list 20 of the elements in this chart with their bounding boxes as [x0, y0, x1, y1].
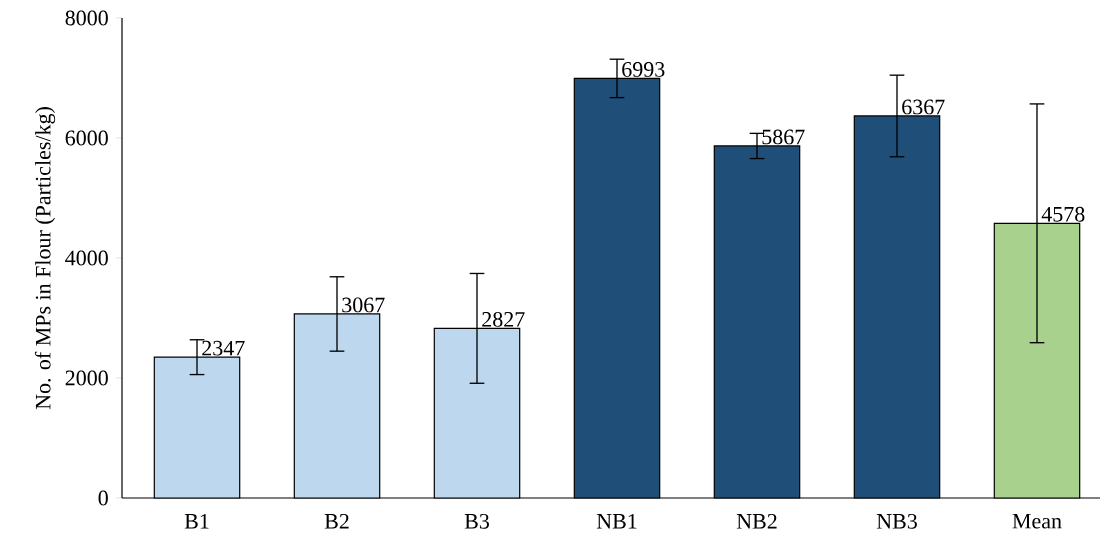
data-label: 2347 [202, 340, 245, 356]
x-tick-label: NB3 [876, 513, 917, 529]
y-tick-label: 8000 [65, 10, 108, 26]
y-tick-label: 4000 [65, 250, 108, 266]
data-label: 6993 [622, 62, 665, 77]
y-tick-label: 0 [98, 490, 108, 506]
x-tick-label: Mean [1012, 513, 1062, 529]
data-label: 5867 [762, 129, 805, 145]
data-label: 4578 [1041, 206, 1085, 222]
data-label: 6367 [902, 99, 945, 115]
data-label: 2827 [482, 311, 525, 327]
x-tick-label: B3 [464, 513, 489, 529]
data-label: 3067 [342, 297, 385, 313]
x-tick-label: NB1 [596, 513, 637, 529]
x-tick-label: NB2 [736, 513, 777, 529]
x-tick-label: B1 [184, 513, 209, 529]
y-tick-label: 6000 [65, 130, 108, 146]
x-tick-label: B2 [324, 513, 349, 529]
y-axis-title: No. of MPs in Flour (Particles/kg) [34, 107, 56, 410]
y-tick-label: 2000 [65, 370, 108, 386]
